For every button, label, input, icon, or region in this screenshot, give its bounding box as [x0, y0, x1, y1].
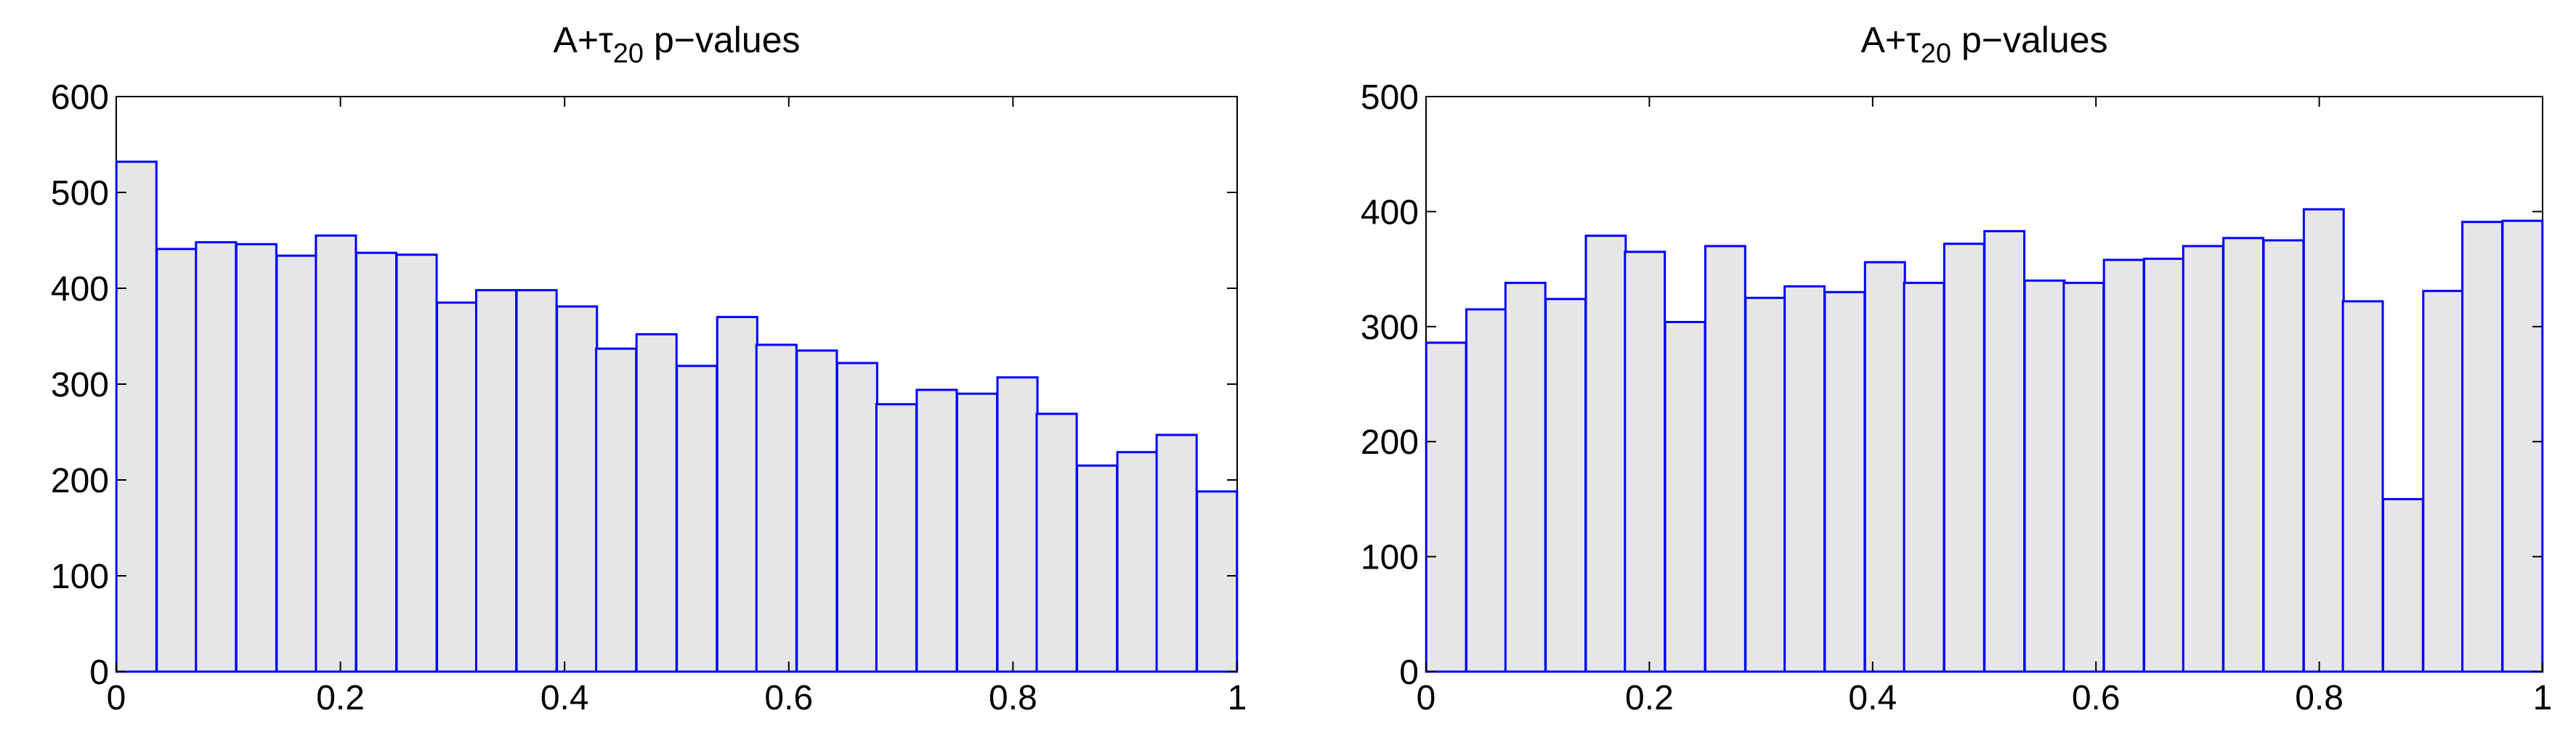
- histogram-bar: [835, 362, 878, 673]
- x-tick-label: 0.2: [316, 679, 365, 717]
- y-tick-label: 200: [51, 462, 109, 500]
- histogram-bar: [155, 248, 198, 673]
- histogram-bar: [1664, 320, 1706, 673]
- histogram-bar: [1116, 451, 1159, 673]
- histogram-bar: [275, 254, 318, 673]
- chart-panel-left: A+τ20 p−values 0 0.2 0.4 0.6 0.8 1 0 100 200 300 4…: [51, 20, 1247, 717]
- histogram-bar: [795, 349, 838, 673]
- y-tick-label: 500: [51, 174, 109, 213]
- histogram-bar: [315, 234, 357, 673]
- histogram-bar: [1983, 229, 2026, 673]
- y-tick-label: 500: [1361, 78, 1419, 117]
- histogram-bar: [2262, 239, 2305, 673]
- x-tick-label: 0.6: [2072, 679, 2121, 717]
- histogram-bar: [395, 253, 438, 673]
- histogram-bar: [2182, 245, 2224, 673]
- histogram-bar: [2222, 237, 2265, 673]
- chart-title-prefix: A+τ: [1860, 20, 1921, 60]
- y-tick-label: 0: [1399, 653, 1419, 692]
- y-tick-label: 300: [1361, 309, 1419, 347]
- chart-panel-right: A+τ20 p−values 0 0.2 0.4 0.6 0.8 1 0 100 200 300 4…: [1361, 20, 2552, 717]
- histogram-bar: [1544, 298, 1587, 673]
- histogram-bar: [2023, 279, 2066, 673]
- histogram-bar: [716, 316, 758, 673]
- histogram-bar: [195, 241, 238, 673]
- x-tick-label: 0.4: [540, 679, 589, 717]
- histogram-bar: [955, 392, 999, 673]
- histogram-bar: [676, 365, 718, 673]
- chart-title-prefix: A+τ: [553, 20, 613, 60]
- x-tick-label: 0: [107, 679, 126, 717]
- histogram-bar: [235, 243, 278, 673]
- histogram-bar: [436, 301, 479, 673]
- histogram-bar: [1155, 433, 1198, 673]
- chart-title-suffix: p−values: [1951, 20, 2107, 60]
- histogram-bar: [1584, 235, 1627, 673]
- chart-title-left: A+τ20 p−values: [553, 20, 800, 69]
- histogram-bar: [2501, 219, 2544, 673]
- histogram-bar: [1624, 251, 1666, 673]
- y-tick-label: 200: [1361, 423, 1419, 462]
- histogram-bar: [115, 160, 158, 673]
- histogram-bar: [1425, 341, 1467, 673]
- histogram-bar: [1903, 282, 1945, 673]
- y-tick-label: 400: [1361, 193, 1419, 232]
- histogram-bar: [475, 289, 518, 673]
- histogram-bar: [635, 333, 678, 673]
- x-tick-label: 1: [2533, 679, 2553, 717]
- histogram-bar: [2302, 208, 2345, 673]
- x-tick-label: 1: [1228, 679, 1247, 717]
- chart-title-subscript: 20: [613, 38, 644, 69]
- histogram-bar: [1744, 296, 1787, 673]
- histogram-bar: [1863, 261, 1906, 673]
- histogram-bar: [2422, 290, 2465, 673]
- y-tick-label: 100: [51, 558, 109, 596]
- histogram-bar: [2381, 497, 2424, 673]
- histogram-bar: [595, 347, 638, 673]
- y-tick-label: 300: [51, 366, 109, 404]
- histogram-bar: [556, 305, 599, 673]
- y-tick-label: 0: [89, 653, 109, 692]
- histogram-bar: [1943, 243, 1985, 673]
- histogram-bar: [2461, 221, 2503, 673]
- chart-title-suffix: p−values: [644, 20, 800, 60]
- y-tick-label: 600: [51, 78, 109, 117]
- histogram-bar: [1196, 490, 1239, 673]
- x-tick-label: 0.8: [989, 679, 1037, 717]
- x-tick-label: 0.8: [2295, 679, 2344, 717]
- histogram-bar: [2102, 258, 2145, 673]
- histogram-bar: [915, 388, 958, 673]
- histogram-bar: [355, 251, 398, 673]
- chart-title-right: A+τ20 p−values: [1860, 20, 2107, 69]
- histogram-bar: [1035, 412, 1078, 673]
- x-tick-label: 0.6: [764, 679, 813, 717]
- histogram-bar: [1823, 290, 1866, 673]
- x-tick-label: 0: [1417, 679, 1436, 717]
- x-tick-label: 0.2: [1625, 679, 1674, 717]
- histogram-bar: [755, 343, 798, 673]
- histogram-bar: [1704, 245, 1746, 673]
- y-tick-label: 400: [51, 270, 109, 309]
- histogram-bar: [2062, 282, 2105, 673]
- histogram-bar: [515, 289, 558, 673]
- histogram-bar: [2143, 257, 2185, 673]
- chart-title-subscript: 20: [1921, 38, 1951, 69]
- histogram-bar: [1465, 308, 1507, 673]
- histogram-bar: [875, 403, 918, 673]
- histogram-bar: [1783, 285, 1826, 673]
- histogram-bar: [996, 376, 1039, 673]
- histogram-bar: [1504, 282, 1547, 673]
- x-tick-label: 0.4: [1848, 679, 1897, 717]
- y-tick-label: 100: [1361, 539, 1419, 577]
- histogram-bar: [2341, 300, 2384, 673]
- histogram-bar: [1076, 464, 1119, 673]
